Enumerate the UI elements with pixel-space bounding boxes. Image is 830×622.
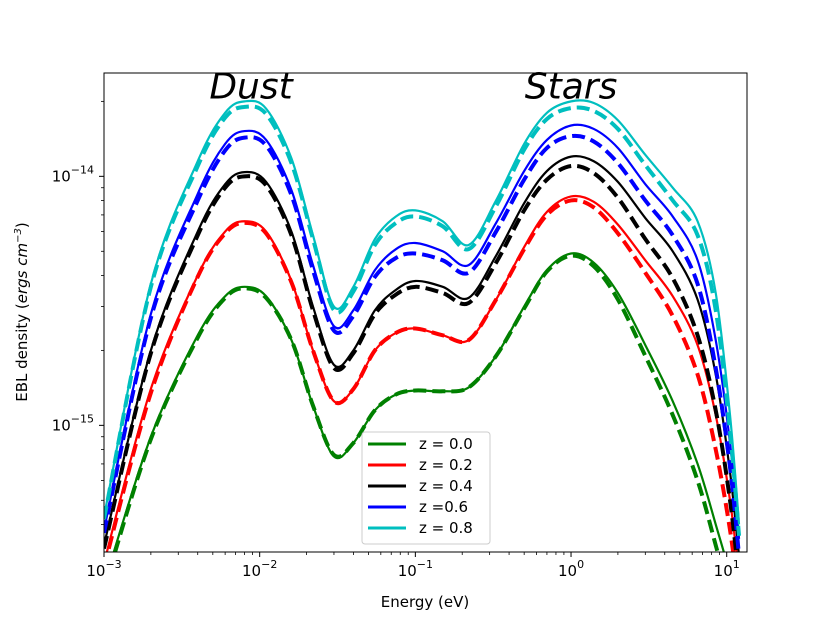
x-tick-label-1: 10−2	[242, 558, 277, 580]
y-axis-label-close: )	[13, 222, 31, 228]
series-dashed-line-1	[105, 198, 736, 552]
series-line-4	[104, 99, 741, 525]
y-axis-label-exp: −3	[13, 228, 24, 243]
y-axis-label-units: ergs cm	[13, 243, 31, 303]
series-dashed-line-4	[104, 104, 742, 537]
legend: z = 0.0 z = 0.2 z = 0.4 z =0.6 z = 0.8	[361, 431, 491, 545]
legend-box	[361, 431, 491, 545]
x-tick-label-4: 101	[714, 558, 740, 580]
annotation-dust: Dust	[209, 66, 294, 107]
legend-label-2: z = 0.4	[419, 477, 473, 495]
annotation-layer: Dust Stars	[209, 66, 617, 107]
series-dashed-line-0	[113, 253, 720, 552]
series-dashed-line-2	[104, 163, 739, 552]
legend-label-1: z = 0.2	[419, 456, 473, 474]
legend-label-0: z = 0.0	[419, 435, 473, 453]
annotation-stars: Stars	[525, 66, 618, 107]
x-axis-label: Energy (eV)	[381, 593, 469, 611]
legend-label-4: z = 0.8	[419, 519, 473, 537]
y-axis-label: EBL density (ergs cm−3)	[13, 222, 31, 401]
x-tick-label-3: 100	[558, 558, 584, 580]
y-tick-label-0: 10−15	[52, 412, 94, 434]
series-layer	[104, 99, 742, 552]
legend-label-3: z =0.6	[419, 498, 468, 516]
series-line-3	[104, 123, 741, 539]
plot-frame	[103, 72, 748, 553]
y-tick-label-1: 10−14	[52, 163, 94, 185]
series-dashed-line-3	[104, 133, 741, 552]
ticks-layer: 10−3 10−2 10−1 100 101 10−15 10−14	[52, 100, 740, 580]
y-axis-label-main: EBL density (	[13, 303, 31, 402]
series-line-2	[104, 154, 740, 552]
x-tick-label-2: 10−1	[398, 558, 433, 580]
x-tick-label-0: 10−3	[86, 558, 121, 580]
